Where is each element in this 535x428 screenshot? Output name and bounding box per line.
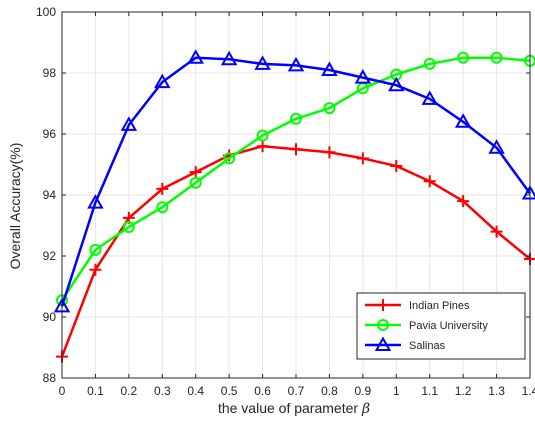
x-tick-label: 1.1 — [421, 384, 438, 398]
y-tick-label: 92 — [43, 249, 57, 263]
y-tick-label: 100 — [36, 5, 56, 19]
y-tick-label: 96 — [43, 127, 57, 141]
x-tick-label: 0 — [59, 384, 66, 398]
x-tick-label: 0.2 — [121, 384, 138, 398]
legend-label-pavia-university: Pavia University — [409, 320, 488, 332]
x-tick-label: 1.3 — [488, 384, 505, 398]
x-axis-label-symbol: β — [361, 401, 370, 417]
x-axis-label-text: the value of parameter — [218, 400, 362, 416]
y-tick-label: 88 — [43, 371, 57, 385]
x-tick-label: 1 — [393, 384, 400, 398]
x-tick-label: 0.6 — [254, 384, 271, 398]
x-tick-label: 0.4 — [187, 384, 204, 398]
x-tick-label: 0.7 — [288, 384, 305, 398]
y-tick-label: 98 — [43, 66, 57, 80]
legend-label-salinas: Salinas — [409, 340, 446, 352]
y-tick-label: 90 — [43, 310, 57, 324]
y-axis-label: Overall Accuracy(%) — [7, 143, 23, 270]
x-tick-label: 0.1 — [87, 384, 104, 398]
x-tick-label: 1.4 — [522, 384, 535, 398]
x-tick-label: 0.5 — [221, 384, 238, 398]
x-tick-label: 0.3 — [154, 384, 171, 398]
x-tick-label: 1.2 — [455, 384, 472, 398]
legend: Indian Pines Pavia University Salinas — [357, 293, 525, 359]
x-tick-label: 0.8 — [321, 384, 338, 398]
legend-label-indian-pines: Indian Pines — [409, 300, 470, 312]
x-tick-label: 0.9 — [355, 384, 372, 398]
y-tick-label: 94 — [43, 188, 57, 202]
x-axis-label: the value of parameter β — [218, 400, 370, 417]
